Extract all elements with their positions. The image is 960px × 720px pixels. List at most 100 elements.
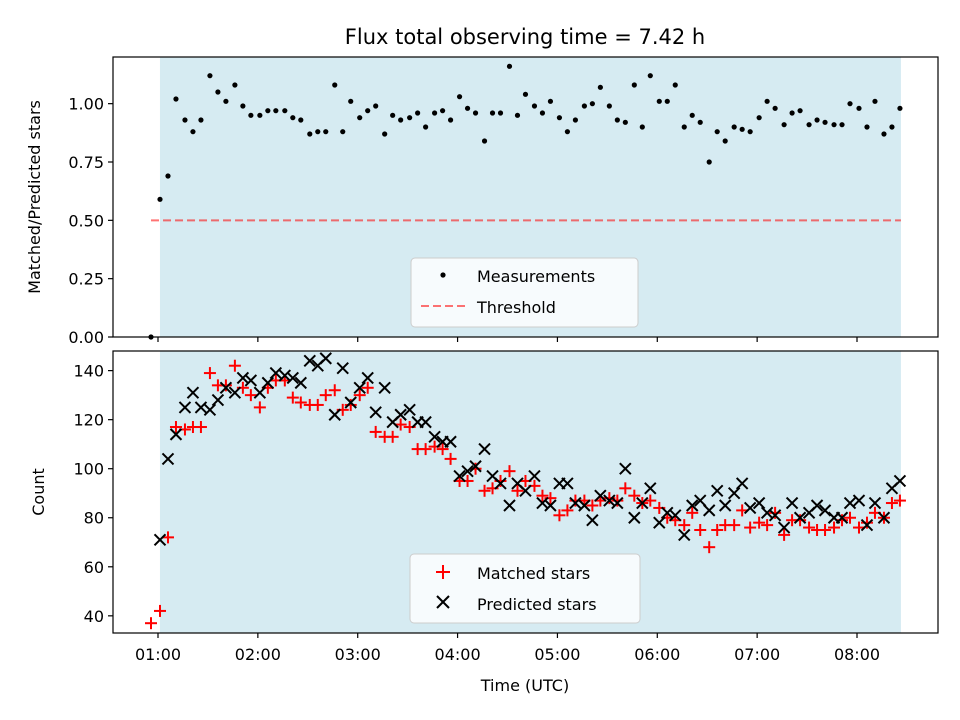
measurement-point (173, 96, 179, 102)
x-tick-label: 03:00 (335, 645, 381, 664)
predicted-star-point (810, 499, 824, 512)
measurement-point (647, 73, 653, 79)
bottom-y-ticks: 40 60 80 100 120 140 (73, 362, 113, 626)
predicted-star-point (194, 401, 208, 414)
predicted-star-point (203, 403, 217, 417)
measurement-point (340, 129, 346, 135)
predicted-star-point (519, 484, 532, 497)
measurement-point (664, 98, 670, 104)
matched-star-point (778, 528, 791, 541)
predicted-star-point (818, 504, 832, 517)
top-axes-frame (112, 56, 939, 338)
matched-star-point (761, 519, 774, 532)
measurement-point (581, 103, 587, 109)
matched-star-point (736, 504, 749, 517)
measurement-point (398, 117, 404, 123)
matched-star-point (503, 465, 516, 478)
measurement-point (756, 115, 762, 121)
measurement-point (622, 119, 628, 125)
measurement-point (539, 110, 546, 116)
top-y-tick-label: 0.50 (68, 211, 104, 230)
predicted-star-point (860, 518, 874, 532)
bottom-legend-box (409, 553, 641, 624)
predicted-star-point (586, 513, 599, 527)
x-tick-label: 01:00 (135, 645, 181, 664)
matched-star-point (553, 509, 566, 522)
measurement-point (547, 98, 554, 104)
matched-star-point (419, 443, 432, 456)
measurement-point (681, 124, 687, 130)
matched-star-point (611, 494, 624, 507)
measurement-point (506, 63, 513, 69)
measurement-point (348, 98, 354, 104)
predicted-star-point (211, 393, 225, 407)
predicted-star-point (178, 401, 192, 414)
measurement-point (432, 110, 438, 116)
measurement-point (472, 110, 479, 116)
top-y-tick-label: 0.00 (68, 328, 104, 347)
measurement-point (789, 110, 795, 116)
measurement-point (656, 98, 662, 104)
predicted-star-point (768, 509, 782, 522)
predicted-star-point (278, 369, 292, 382)
matched-star-point (436, 443, 449, 456)
matched-star-point (478, 484, 491, 497)
bottom-y-tick-label: 120 (73, 411, 104, 430)
matched-star-point (328, 384, 341, 397)
measurement-point (589, 101, 595, 107)
bottom-y-tick-label: 140 (73, 362, 104, 381)
measurement-point (332, 82, 338, 88)
measurement-point (497, 110, 504, 116)
matched-star-point (686, 506, 699, 519)
measurement-point (290, 115, 296, 121)
measurement-point (747, 129, 753, 135)
matched-star-point (219, 379, 232, 392)
measurement-point (447, 117, 454, 123)
predicted-star-point (328, 408, 341, 421)
matched-star-point (711, 524, 724, 537)
predicted-star-point (369, 406, 382, 419)
predicted-star-point (244, 374, 258, 387)
predicted-star-point (569, 496, 582, 510)
measurement-point (415, 110, 421, 116)
predicted-star-point (403, 403, 416, 417)
matched-star-point (361, 381, 374, 394)
measurement-point (797, 108, 803, 114)
measurement-points (148, 63, 903, 340)
predicted-star-point (494, 477, 507, 490)
measurement-point (489, 110, 496, 116)
matched-star-point (253, 401, 266, 414)
predicted-star-point (419, 415, 432, 429)
measurement-point (556, 115, 563, 121)
measurement-point (739, 126, 745, 132)
measurement-point (639, 124, 645, 130)
predicted-star-point (169, 428, 183, 441)
measurement-point (223, 98, 229, 104)
predicted-star-point (743, 501, 757, 515)
matched-star-point (644, 494, 657, 507)
predicted-star-point (653, 516, 666, 529)
matched-star-point (744, 521, 757, 534)
bottom-panel: 40 60 80 100 120 140 01:00 02:00 03:00 04:00 05:0… (29, 350, 939, 695)
measurement-point (631, 82, 637, 88)
predicted-star-point (378, 381, 391, 394)
predicted-star-point (469, 460, 482, 473)
predicted-star-point (793, 511, 807, 524)
predicted-star-point (718, 499, 732, 512)
predicted-star-point (361, 371, 374, 385)
matched-star-point (803, 521, 816, 534)
predicted-star-point (528, 469, 541, 483)
matched-star-point (444, 452, 457, 465)
bottom-legend: Matched stars Predicted stars (409, 553, 641, 624)
x-tick-label: 02:00 (235, 645, 281, 664)
predicted-star-point (536, 496, 549, 510)
measurement-point (373, 103, 379, 109)
predicted-star-point (303, 354, 316, 368)
top-panel: 0.00 0.25 0.50 0.75 1.00 Matched/Predicted s… (25, 56, 939, 347)
legend-measurements-label: Measurements (477, 267, 595, 286)
predicted-star-point (453, 469, 466, 483)
matched-star-point (394, 418, 407, 431)
measurement-point (439, 108, 446, 114)
measurement-point (456, 94, 463, 100)
predicted-star-point (444, 435, 457, 448)
